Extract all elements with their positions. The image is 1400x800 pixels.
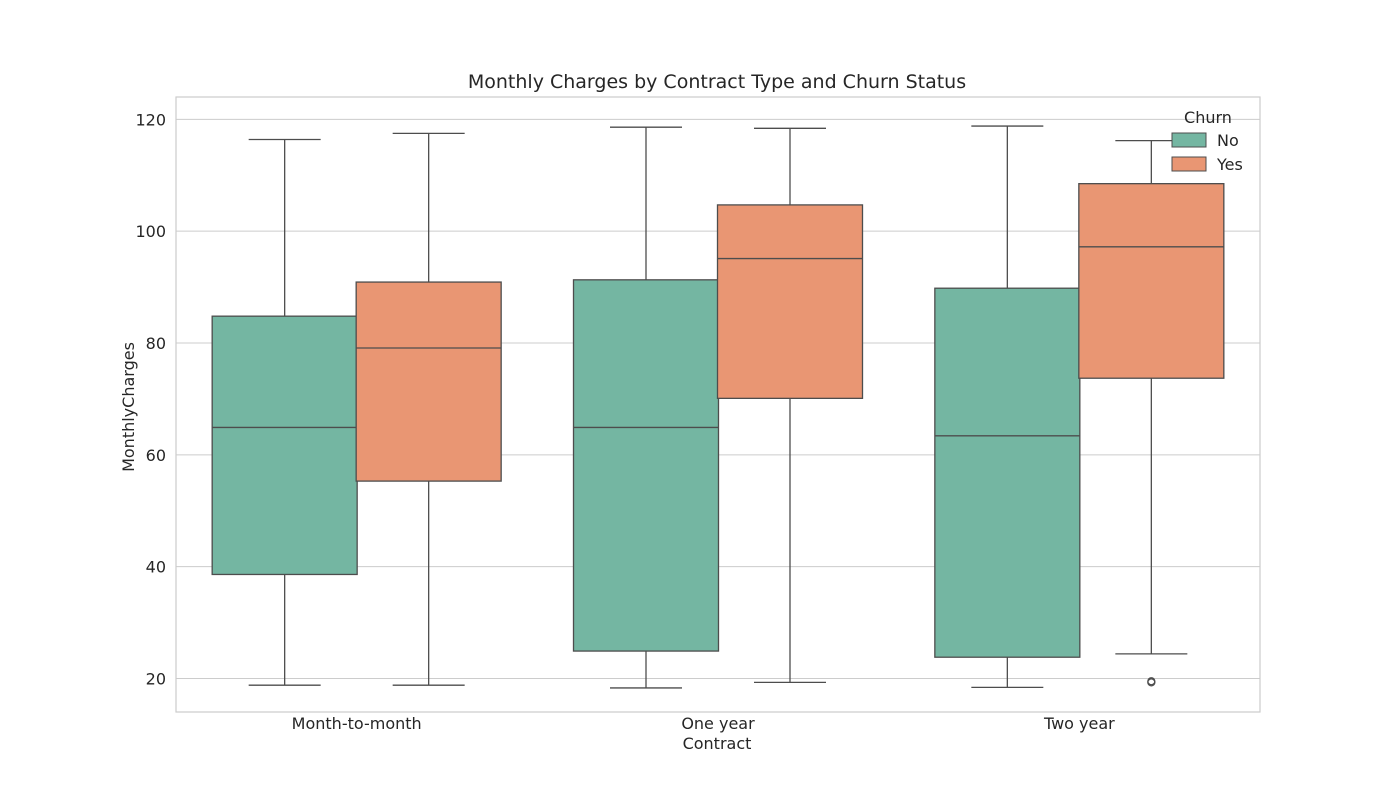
legend-label-no: No: [1217, 131, 1239, 150]
y-tick-label: 80: [146, 334, 166, 353]
x-tick-labels: Month-to-month One year Two year: [292, 714, 1115, 733]
box-yes-1: [716, 127, 864, 684]
box-no-2: [934, 125, 1081, 689]
iqr-box: [211, 315, 358, 576]
y-tick-label: 20: [146, 669, 166, 688]
y-tick-label: 60: [146, 446, 166, 465]
box-layer: [211, 125, 1225, 689]
legend-swatch-no: [1171, 132, 1207, 148]
y-axis-label: MonthlyCharges: [119, 342, 138, 472]
plot-frame: [175, 96, 1261, 713]
x-tick-label: Two year: [1043, 714, 1115, 733]
legend: Churn No Yes: [1171, 108, 1243, 174]
box-no-1: [572, 126, 720, 689]
y-tick-label: 100: [135, 222, 166, 241]
box-yes-2: [1078, 139, 1225, 687]
legend-swatch-yes: [1171, 156, 1207, 172]
iqr-box: [355, 281, 502, 482]
y-tick-label: 40: [146, 558, 166, 577]
iqr-box: [716, 204, 864, 399]
x-axis-label: Contract: [683, 734, 752, 753]
chart-title: Monthly Charges by Contract Type and Chu…: [468, 71, 966, 93]
outlier-point: [1147, 677, 1156, 686]
y-tick-labels: 20 40 60 80 100 120: [135, 110, 166, 688]
x-tick-label: Month-to-month: [292, 714, 422, 733]
iqr-box: [572, 279, 720, 652]
iqr-box: [934, 287, 1081, 658]
iqr-box: [1078, 183, 1225, 379]
x-tick-label: One year: [681, 714, 755, 733]
box-no-0: [211, 138, 358, 686]
box-yes-0: [355, 132, 502, 686]
legend-label-yes: Yes: [1216, 155, 1243, 174]
y-tick-label: 120: [135, 110, 166, 129]
legend-title: Churn: [1184, 108, 1232, 127]
